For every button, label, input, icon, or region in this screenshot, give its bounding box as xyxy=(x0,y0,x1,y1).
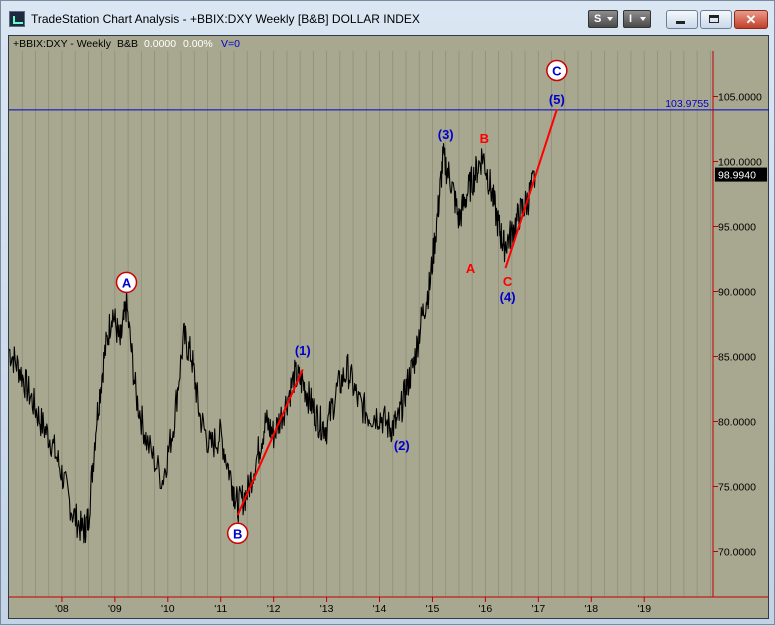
x-tick-label: '12 xyxy=(267,603,281,615)
wave-label: (5) xyxy=(549,92,565,107)
wave-label: B xyxy=(480,131,489,146)
close-icon: ✕ xyxy=(745,12,757,27)
y-tick-label: 85.0000 xyxy=(718,352,756,364)
legend-symbol: +BBIX:DXY - Weekly xyxy=(13,38,112,50)
app-icon xyxy=(9,11,25,27)
y-tick-label: 90.0000 xyxy=(718,287,756,299)
last-price-box xyxy=(715,167,767,182)
legend-value: 0.0000 xyxy=(144,38,176,50)
maximize-button[interactable] xyxy=(700,10,732,29)
window-title: TradeStation Chart Analysis - +BBIX:DXY … xyxy=(31,12,420,26)
y-tick-label: 100.0000 xyxy=(718,157,762,169)
axes: 70.0000 75.0000 80.0000 85.0000 90.0000 95.00… xyxy=(9,51,769,615)
y-tick-label: 95.0000 xyxy=(718,222,756,234)
x-tick-label: '08 xyxy=(55,603,69,615)
wave-label: A xyxy=(122,275,132,290)
wave-label: C xyxy=(552,64,562,79)
y-tick-label: 80.0000 xyxy=(718,417,756,429)
close-button[interactable]: ✕ xyxy=(734,10,768,29)
maximize-icon xyxy=(709,15,719,23)
grid xyxy=(21,51,711,597)
symbol-link-button[interactable]: S xyxy=(588,10,618,28)
wave-circle-marker xyxy=(226,522,249,545)
chart-area[interactable] xyxy=(8,35,769,619)
legend-percent: 0.00% xyxy=(183,38,213,50)
x-tick-label: '13 xyxy=(320,603,334,615)
symbol-link-label: S xyxy=(594,13,602,25)
wave-circle-marker xyxy=(546,59,568,82)
x-tick-label: '09 xyxy=(108,603,122,615)
chevron-down-icon xyxy=(607,17,613,21)
wave-label: (3) xyxy=(438,127,454,142)
wave-circle-marker xyxy=(115,271,138,294)
y-tick-label: 75.0000 xyxy=(718,482,756,494)
minimize-icon xyxy=(676,21,685,24)
x-tick-label: '11 xyxy=(214,603,227,615)
title-bar[interactable]: TradeStation Chart Analysis - +BBIX:DXY … xyxy=(1,1,774,35)
legend-study: B&B xyxy=(117,38,138,50)
chevron-down-icon xyxy=(640,17,646,21)
wave-segment xyxy=(236,369,304,516)
wave-label: (4) xyxy=(500,290,516,305)
interval-link-label: I xyxy=(629,13,633,25)
interval-link-button[interactable]: I xyxy=(623,10,651,28)
x-tick-label: '15 xyxy=(426,603,440,615)
level-line-group: 103.9755 xyxy=(9,98,769,111)
x-tick-label: '17 xyxy=(531,603,545,615)
x-tick-label: '18 xyxy=(584,603,598,615)
wave-lines xyxy=(236,109,558,516)
wave-label: (2) xyxy=(394,438,410,453)
wave-label: C xyxy=(503,274,513,289)
wave-label: B xyxy=(233,526,242,541)
level-line-label: 103.9755 xyxy=(665,98,709,110)
legend-volume: V=0 xyxy=(221,38,240,50)
price-series xyxy=(8,142,537,544)
x-tick-label: '19 xyxy=(637,603,651,615)
y-tick-label: 70.0000 xyxy=(718,547,756,559)
status-legend: +BBIX:DXY - Weekly B&B 0.0000 0.00% V=0 xyxy=(13,38,240,50)
price-line xyxy=(8,142,537,544)
x-tick-label: '14 xyxy=(373,603,387,615)
wave-annotations: A B C (1) (2) (3) (4) (5) A B C xyxy=(115,59,568,545)
wave-label: (1) xyxy=(295,343,311,358)
wave-label: A xyxy=(466,261,476,276)
y-tick-label: 105.0000 xyxy=(718,92,762,104)
x-tick-label: '10 xyxy=(161,603,175,615)
minimize-button[interactable] xyxy=(666,10,698,29)
x-tick-label: '16 xyxy=(479,603,493,615)
last-price-label: 98.9940 xyxy=(718,170,756,182)
wave-segment xyxy=(504,109,558,269)
